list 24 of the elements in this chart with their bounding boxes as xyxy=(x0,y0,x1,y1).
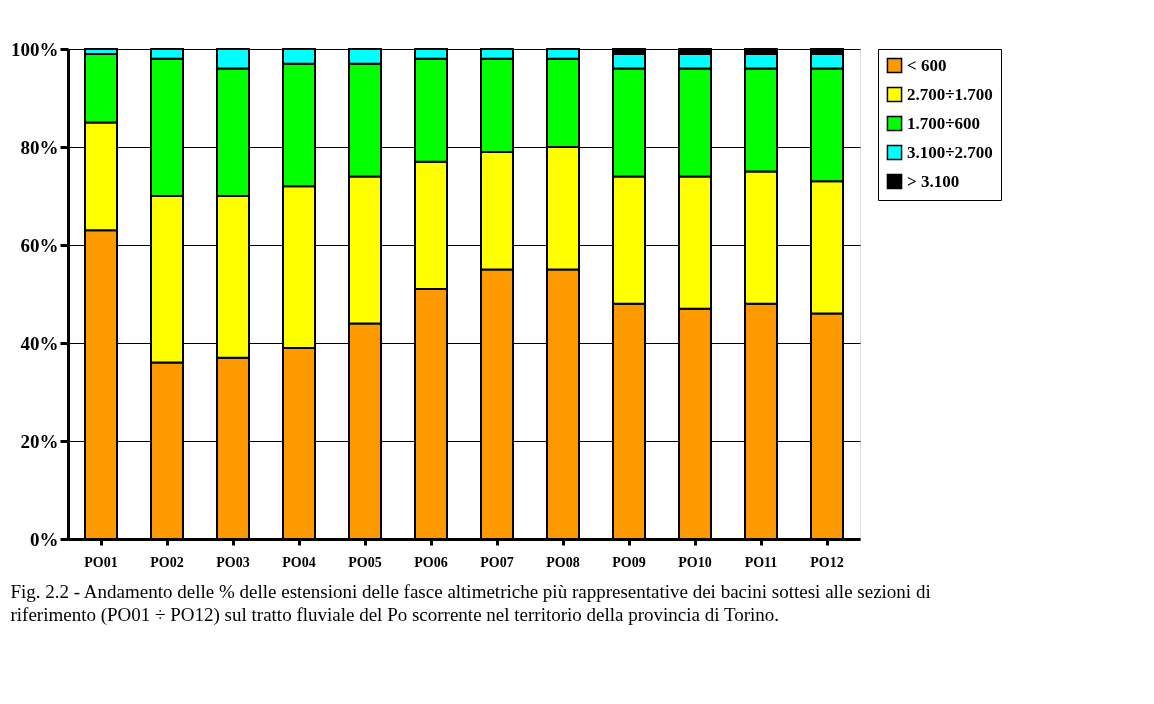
y-tick-label: 60% xyxy=(20,234,59,256)
x-tick-label: PO02 xyxy=(150,554,184,570)
y-tick-label: 100% xyxy=(11,38,59,60)
x-tick-label: PO12 xyxy=(810,554,844,570)
x-tick-label: PO01 xyxy=(84,554,118,570)
x-tick-label: PO10 xyxy=(678,554,712,570)
legend-label: 3.100÷2.700 xyxy=(907,142,993,162)
x-tick-label: PO04 xyxy=(282,554,316,570)
x-tick-label: PO11 xyxy=(744,554,778,570)
legend-label: > 3.100 xyxy=(907,171,960,191)
x-tick-label: PO06 xyxy=(414,554,448,570)
x-tick-label: PO08 xyxy=(546,554,580,570)
legend-label: 1.700÷600 xyxy=(907,113,981,133)
legend-label: 2.700÷1.700 xyxy=(907,84,993,104)
x-tick-label: PO03 xyxy=(216,554,250,570)
x-tick-label: PO05 xyxy=(348,554,382,570)
y-tick-label: 20% xyxy=(20,430,59,452)
x-tick-label: PO07 xyxy=(480,554,514,570)
y-tick-label: 40% xyxy=(20,332,59,354)
y-tick-label: 80% xyxy=(20,136,59,158)
y-tick-label: 0% xyxy=(30,528,59,550)
legend-label: < 600 xyxy=(907,55,947,75)
x-tick-label: PO09 xyxy=(612,554,646,570)
caption: Fig. 2.2 - Andamento delle % delle estensioni delle fasce altimetriche più rappresentative dei bacini sottesi alle sezioni di riferimento (PO01 ÷ PO12) sul tratto fluviale del Po scorrente nel territorio della provincia di Torino. xyxy=(10,581,931,626)
